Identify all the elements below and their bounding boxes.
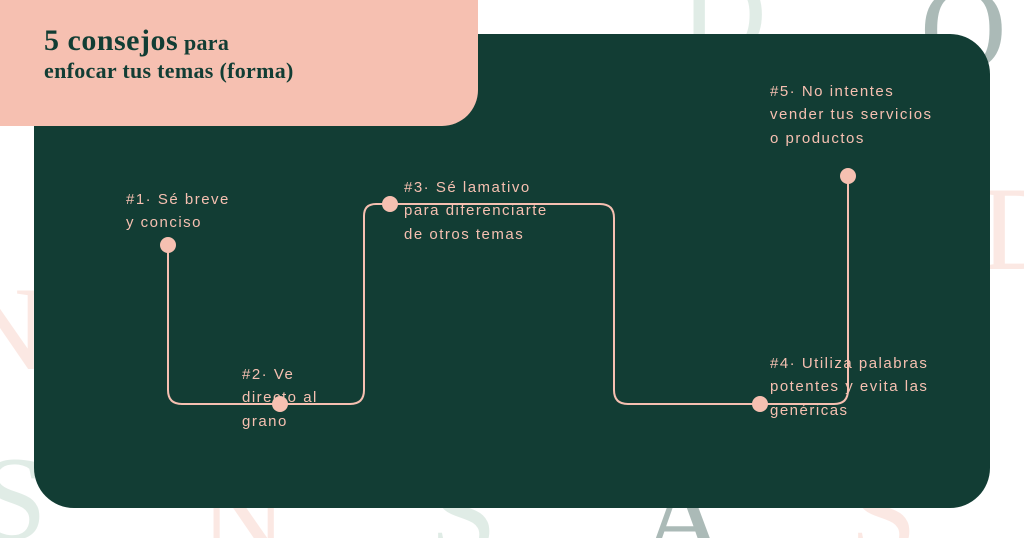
title-line-2: enfocar tus temas (forma) <box>44 58 438 84</box>
title-big: 5 consejos <box>44 24 178 57</box>
tip-5: #5· No intentes vender tus servicios o p… <box>770 80 933 150</box>
infographic-stage: DOCDODNSNSAS #1· Sé breve y conciso#2· V… <box>0 0 1024 538</box>
tip-1: #1· Sé breve y conciso <box>126 188 230 235</box>
tip-4: #4· Utiliza palabras potentes y evita la… <box>770 352 928 422</box>
title-small: para <box>178 30 229 55</box>
tip-3: #3· Sé lamativo para diferenciarte de ot… <box>404 176 548 246</box>
title-badge: 5 consejos para enfocar tus temas (forma… <box>0 0 478 126</box>
title-line-1: 5 consejos para <box>44 24 438 58</box>
tip-2: #2· Ve directo al grano <box>242 363 318 433</box>
